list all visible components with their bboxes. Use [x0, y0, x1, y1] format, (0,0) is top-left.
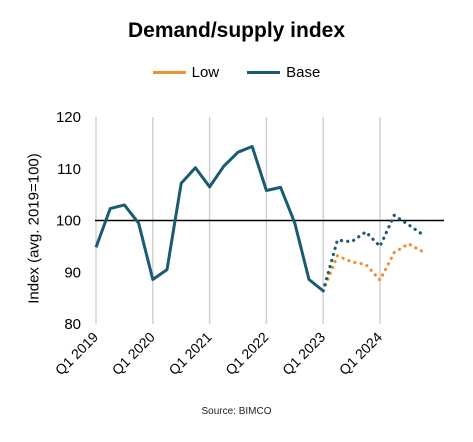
x-tick-label: Q1 2024: [336, 329, 385, 378]
y-tick-label: 110: [57, 161, 81, 178]
y-tick-label: 100: [56, 213, 81, 230]
source-note: Source: BIMCO: [201, 406, 272, 417]
x-tick-label: Q1 2020: [109, 329, 158, 378]
series-line-base: [321, 213, 425, 293]
legend-item-low: Low: [152, 64, 220, 81]
x-tick-label: Q1 2022: [222, 329, 271, 378]
legend-swatch-base: [247, 71, 281, 74]
y-tick-label: 120: [56, 109, 81, 126]
legend: Low Base: [0, 64, 473, 81]
chart-title: Demand/supply index: [127, 19, 346, 42]
y-tick-label: 80: [64, 316, 81, 333]
x-tick-label: Q1 2019: [52, 329, 101, 378]
legend-label-low: Low: [191, 64, 220, 81]
x-tick-label: Q1 2021: [165, 329, 214, 378]
y-tick-label: 90: [64, 264, 81, 281]
legend-label-base: Base: [286, 64, 321, 81]
series-line-historical: [94, 144, 325, 293]
series-line-low: [321, 242, 425, 293]
legend-swatch-low: [152, 71, 186, 74]
x-tick-label: Q1 2023: [279, 329, 328, 378]
legend-item-base: Base: [247, 64, 320, 81]
